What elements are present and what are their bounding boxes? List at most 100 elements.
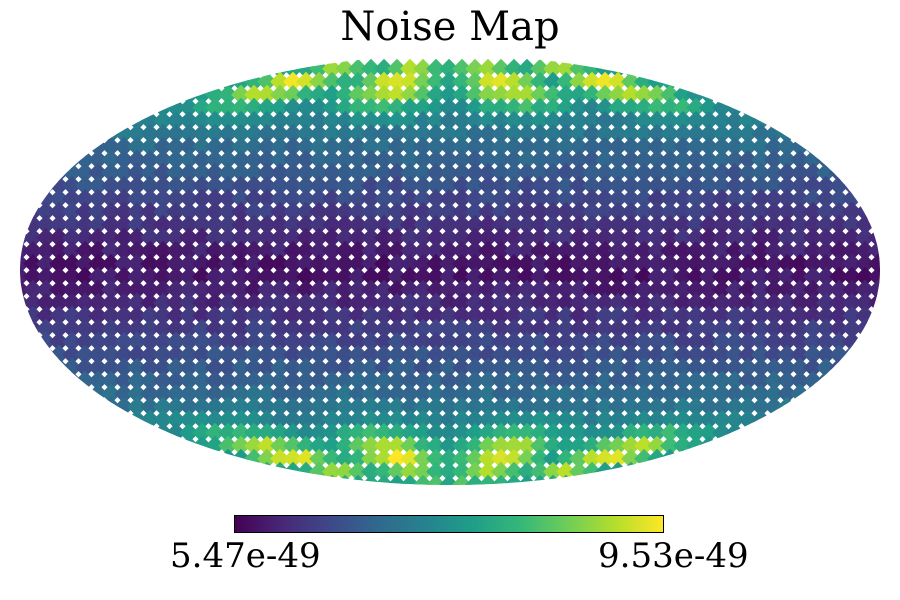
map-pixel — [439, 435, 459, 456]
map-pixel — [751, 71, 771, 92]
map-pixel — [400, 188, 420, 209]
map-pixel — [803, 370, 823, 391]
map-pixel — [465, 292, 485, 313]
map-pixel — [387, 84, 407, 105]
map-pixel — [803, 474, 823, 485]
map-pixel — [218, 58, 238, 79]
map-pixel — [322, 71, 342, 92]
map-pixel — [62, 383, 82, 404]
map-pixel — [400, 240, 420, 261]
map-pixel — [192, 71, 212, 92]
colorbar — [234, 515, 664, 533]
map-pixel — [283, 305, 303, 326]
map-pixel — [751, 474, 771, 485]
map-pixel — [478, 227, 498, 248]
map-pixel — [101, 292, 121, 313]
map-pixel — [335, 344, 355, 365]
map-pixel — [400, 357, 420, 378]
map-pixel — [387, 266, 407, 287]
map-pixel — [36, 71, 56, 92]
map-pixel — [400, 149, 420, 170]
map-pixel — [322, 318, 342, 339]
map-pixel — [400, 344, 420, 365]
map-pixel — [361, 318, 381, 339]
map-pixel — [595, 461, 615, 482]
map-pixel — [426, 110, 446, 131]
map-pixel — [192, 110, 212, 131]
map-pixel — [114, 71, 134, 92]
map-pixel — [75, 435, 95, 456]
map-pixel — [426, 97, 446, 118]
map-pixel — [23, 149, 43, 170]
map-pixel — [842, 162, 862, 183]
map-pixel — [478, 97, 498, 118]
map-pixel — [23, 110, 43, 131]
map-pixel — [62, 227, 82, 248]
map-pixel — [738, 84, 758, 105]
map-pixel — [166, 435, 186, 456]
map-pixel — [621, 461, 641, 482]
map-pixel — [439, 266, 459, 287]
map-pixel — [218, 448, 238, 469]
map-pixel — [257, 136, 277, 157]
map-pixel — [49, 71, 69, 92]
map-pixel — [751, 461, 771, 482]
map-pixel — [426, 461, 446, 482]
map-pixel — [452, 461, 472, 482]
map-pixel — [296, 448, 316, 469]
map-pixel — [218, 110, 238, 131]
map-pixel — [790, 448, 810, 469]
map-pixel — [270, 318, 290, 339]
map-pixel — [20, 422, 30, 443]
colorbar-min-label: 5.47e-49 — [170, 536, 321, 576]
map-pixel — [322, 84, 342, 105]
map-pixel — [20, 409, 30, 430]
map-pixel — [101, 461, 121, 482]
map-pixel — [647, 448, 667, 469]
map-pixel — [244, 240, 264, 261]
map-pixel — [439, 409, 459, 430]
map-pixel — [816, 370, 836, 391]
map-pixel — [842, 175, 862, 196]
map-pixel — [335, 318, 355, 339]
map-pixel — [335, 383, 355, 404]
map-pixel — [491, 266, 511, 287]
map-pixel — [62, 474, 82, 485]
map-pixel — [673, 71, 693, 92]
map-pixel — [868, 97, 880, 118]
map-pixel — [491, 435, 511, 456]
map-pixel — [725, 58, 745, 79]
map-pixel — [283, 370, 303, 391]
map-pixel — [179, 110, 199, 131]
map-pixel — [88, 422, 108, 443]
map-pixel — [465, 58, 485, 79]
map-pixel — [673, 58, 693, 79]
map-pixel — [647, 474, 667, 485]
map-pixel — [855, 97, 875, 118]
map-pixel — [803, 383, 823, 404]
map-pixel — [491, 227, 511, 248]
map-pixel — [777, 110, 797, 131]
map-pixel — [465, 435, 485, 456]
map-pixel — [257, 266, 277, 287]
map-pixel — [361, 136, 381, 157]
map-pixel — [478, 461, 498, 482]
map-pixel — [426, 253, 446, 274]
map-pixel — [374, 383, 394, 404]
map-pixel — [335, 136, 355, 157]
map-pixel — [205, 461, 225, 482]
map-pixel — [296, 474, 316, 485]
map-pixel — [335, 214, 355, 235]
map-pixel — [335, 435, 355, 456]
map-pixel — [322, 409, 342, 430]
map-pixel — [517, 474, 537, 485]
map-pixel — [140, 97, 160, 118]
map-pixel — [829, 448, 849, 469]
map-pixel — [283, 357, 303, 378]
map-pixel — [816, 474, 836, 485]
map-pixel — [20, 58, 30, 79]
map-pixel — [842, 396, 862, 417]
map-pixel — [20, 435, 30, 456]
map-pixel — [20, 201, 30, 222]
map-pixel — [322, 240, 342, 261]
